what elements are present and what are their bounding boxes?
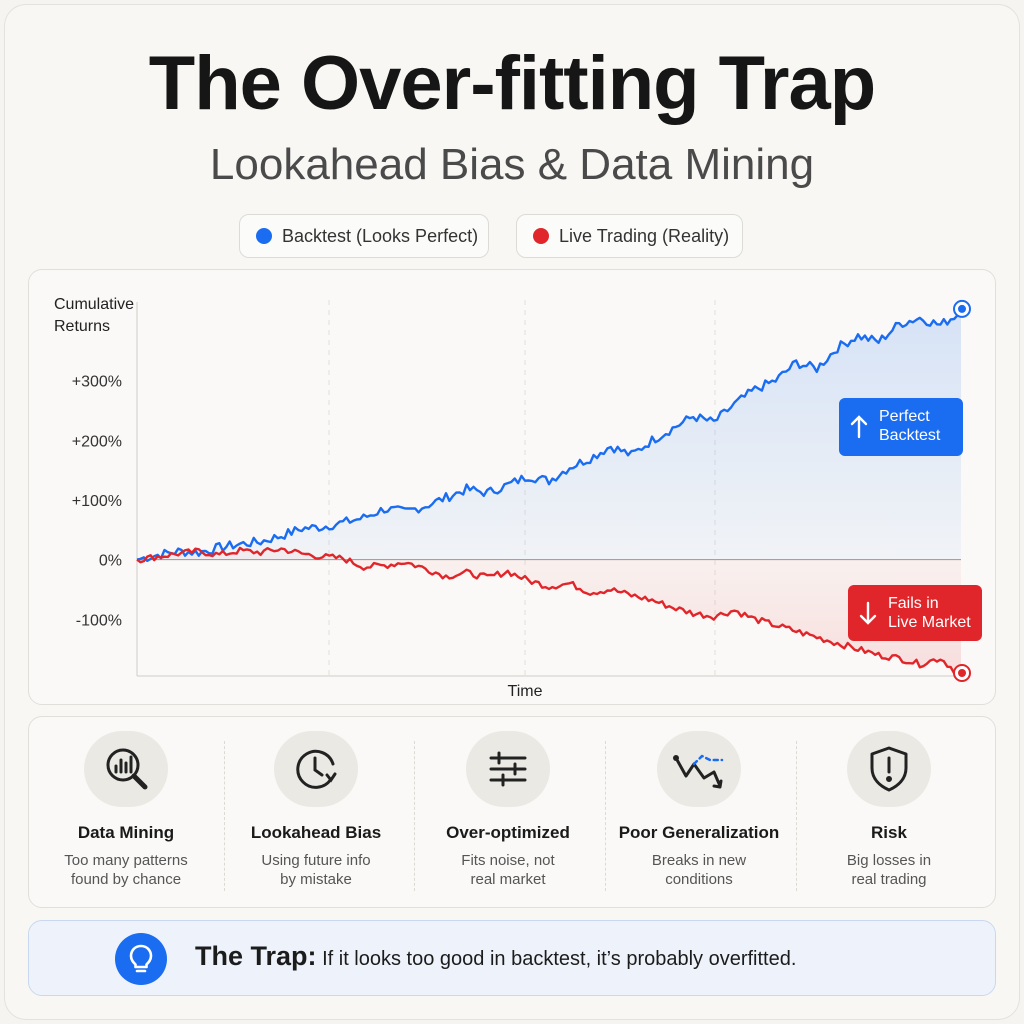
legend-dot-blue-icon [256,228,272,244]
feature-title: Over-optimized [446,823,570,842]
page-subtitle: Lookahead Bias & Data Mining [209,140,815,189]
sliders-icon [466,731,550,807]
feature-title: Lookahead Bias [250,823,382,842]
feature-over-optimized: Over-optimized Fits noise, not real marke… [413,731,603,889]
trend-break-icon [657,731,741,807]
trap-body: If it looks too good in backtest, it’s p… [322,948,797,970]
feature-desc: Big losses in real trading [846,852,932,888]
page-title: The Over-fitting Trap [148,41,876,126]
x-axis-label: Time [508,683,543,700]
trap-banner: The Trap: If it looks too good in backte… [28,920,996,996]
end-marker-dot [958,304,966,313]
backtest-area [137,311,961,561]
y-tick-label: 0% [99,553,122,570]
feature-desc: Breaks in new conditions [651,852,747,888]
backtest-line [136,311,962,563]
annotation-text: Backtest [879,427,941,444]
feature-title: Data Mining [77,823,175,842]
arrow-down-icon [859,601,877,625]
y-axis-label: Cumulative Returns [54,296,134,335]
feature-desc: Too many patterns found by chance [64,852,188,888]
y-tick-label: -100% [76,612,122,629]
annotation-text: Fails in [888,595,939,612]
feature-lookahead-bias: Lookahead Bias Using future info by mista… [221,731,411,889]
feature-poor-generalization: Poor Generalization Breaks in new conditi… [604,731,794,889]
feature-desc: Fits noise, not real market [461,852,555,888]
feature-title: Poor Generalization [618,823,780,842]
feature-data-mining: Data Mining Too many patterns found by ch… [31,731,221,889]
annotation-text: Perfect [879,408,930,425]
legend-live: Live Trading (Reality) [516,214,743,258]
trap-message: The Trap: If it looks too good in backte… [195,941,796,972]
legend-dot-red-icon [533,228,549,244]
chart-ticks: +300% +200% +100% 0% -100% [72,374,122,630]
annotation-text: Live Market [888,614,971,631]
chart-areas [137,311,961,676]
chart-card: +300% +200% +100% 0% -100% Cumulative Returns… [28,269,996,705]
y-tick-label: +100% [72,493,122,510]
arrow-up-icon [850,415,868,439]
legend-backtest: Backtest (Looks Perfect) [239,214,489,258]
feature-title: Risk [871,823,907,842]
live-line [136,546,962,677]
causes-panel: Data Mining Too many patterns found by ch… [28,716,996,908]
shield-alert-icon [847,731,931,807]
trap-label: The Trap: [195,941,317,971]
live-area [137,547,961,676]
magnifier-chart-icon [84,731,168,807]
lightbulb-icon [115,933,167,985]
clock-icon [274,731,358,807]
legend-live-label: Live Trading (Reality) [559,225,730,246]
legend-backtest-label: Backtest (Looks Perfect) [282,225,479,246]
returns-chart: +300% +200% +100% 0% -100% Cumulative Returns… [54,296,982,700]
chart-lines [136,299,971,682]
chart-annotations: Perfect Backtest Fails in Live Market [839,398,982,641]
y-tick-label: +300% [72,374,122,391]
y-tick-label: +200% [72,433,122,450]
end-marker-dot [958,669,966,677]
fails-live-label: Fails in Live Market [848,585,982,641]
feature-risk: Risk Big losses in real trading [794,731,984,889]
feature-desc: Using future info by mistake [261,852,371,888]
perfect-backtest-label: Perfect Backtest [839,398,963,456]
